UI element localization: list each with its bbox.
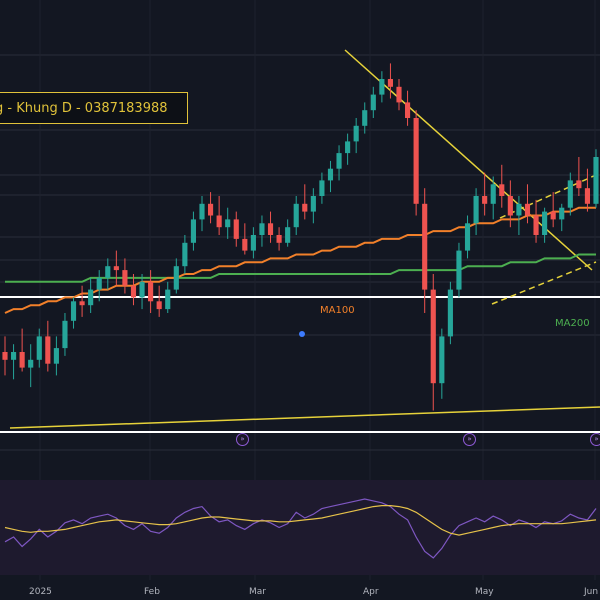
event-marker-icon[interactable]: »: [463, 433, 476, 446]
candle-body: [207, 203, 214, 216]
candle-body: [327, 168, 334, 181]
candle-body: [293, 203, 299, 228]
x-axis-label-may: May: [475, 587, 494, 597]
long-term-trendline: [9, 406, 600, 429]
candle-body: [250, 235, 256, 251]
candle-body: [302, 203, 308, 212]
candle-body: [464, 223, 471, 251]
rsi-band: [0, 480, 600, 575]
ma100-label: MA100: [320, 305, 355, 316]
candle-body: [10, 352, 17, 360]
candle-body: [267, 223, 274, 235]
candle-body: [379, 79, 385, 95]
candle-body: [456, 250, 462, 290]
candle-body: [567, 180, 573, 208]
candle-body: [422, 203, 428, 290]
rsi-ma-line: [4, 505, 597, 536]
candle-body: [70, 301, 77, 321]
candle-body: [173, 266, 179, 290]
candle-body: [490, 184, 496, 204]
candle-body: [242, 238, 248, 251]
candle-body: [319, 180, 325, 196]
candle-body: [413, 118, 419, 204]
candle-body: [190, 219, 197, 243]
candle-body: [139, 281, 145, 298]
candle-body: [516, 203, 522, 216]
candle-body: [345, 141, 351, 154]
candle-body: [362, 110, 368, 126]
x-axis-label-apr: Apr: [363, 587, 379, 597]
candle-body: [404, 102, 411, 118]
candle-body: [156, 301, 162, 310]
candle-body: [576, 180, 582, 189]
candle-body: [430, 289, 436, 384]
candle-body: [473, 196, 479, 224]
candle-body: [225, 219, 231, 228]
candle-body: [353, 125, 359, 142]
candle-body: [285, 227, 291, 243]
x-axis-label-mar: Mar: [249, 587, 266, 597]
candle-body: [216, 215, 222, 228]
candle-body: [182, 242, 188, 267]
ma200-label: MA200: [555, 318, 590, 329]
candle-body: [130, 285, 137, 298]
descending-trendline: [344, 49, 593, 271]
candle-body: [387, 79, 394, 87]
candle-body: [122, 270, 128, 286]
candle-body: [499, 184, 505, 196]
candle-body: [2, 352, 8, 360]
event-marker-icon[interactable]: »: [590, 433, 600, 446]
candle-body: [88, 289, 94, 306]
candle-body: [259, 223, 265, 235]
candle-body: [19, 352, 25, 368]
x-axis-label-2025: 2025: [29, 587, 52, 597]
chart-title: g - Khung D - 0387183988: [0, 101, 168, 116]
candle-body: [336, 153, 342, 169]
x-axis-label-jun: Jun: [584, 587, 599, 597]
candle-body: [482, 196, 488, 204]
rsi-line: [4, 498, 597, 559]
candle-body: [524, 203, 531, 216]
crossover-dot: [299, 331, 305, 337]
candle-body: [53, 348, 59, 364]
candle-body: [370, 94, 376, 111]
candle-body: [36, 336, 42, 360]
candle-body: [148, 281, 154, 302]
candle-body: [28, 359, 34, 368]
candle-body: [593, 157, 599, 204]
channel-lower-line: [491, 261, 597, 305]
candle-body: [233, 219, 239, 239]
candle-body: [276, 235, 282, 243]
candle-body: [584, 188, 591, 204]
candle-body: [113, 266, 119, 271]
candle-body: [199, 203, 205, 220]
candle-body: [62, 320, 68, 349]
candle-body: [439, 336, 445, 384]
candle-body: [550, 211, 556, 220]
candle-body: [559, 207, 565, 220]
x-axis-label-feb: Feb: [144, 587, 160, 597]
candle-body: [396, 86, 402, 103]
candle-body: [447, 289, 453, 337]
candle-body: [96, 277, 102, 290]
candle-body: [79, 301, 85, 306]
candle-body: [105, 266, 111, 278]
ma100-line: [4, 206, 596, 314]
event-marker-icon[interactable]: »: [236, 433, 249, 446]
candle-body: [45, 336, 51, 364]
candle-body: [165, 289, 171, 310]
candle-body: [310, 196, 316, 212]
channel-upper-line: [499, 174, 597, 219]
candle-body: [542, 211, 548, 235]
candle-body: [507, 196, 513, 216]
candle-body: [533, 215, 539, 235]
ma200-line: [5, 253, 596, 283]
chart-title-box: g - Khung D - 0387183988: [0, 92, 188, 124]
